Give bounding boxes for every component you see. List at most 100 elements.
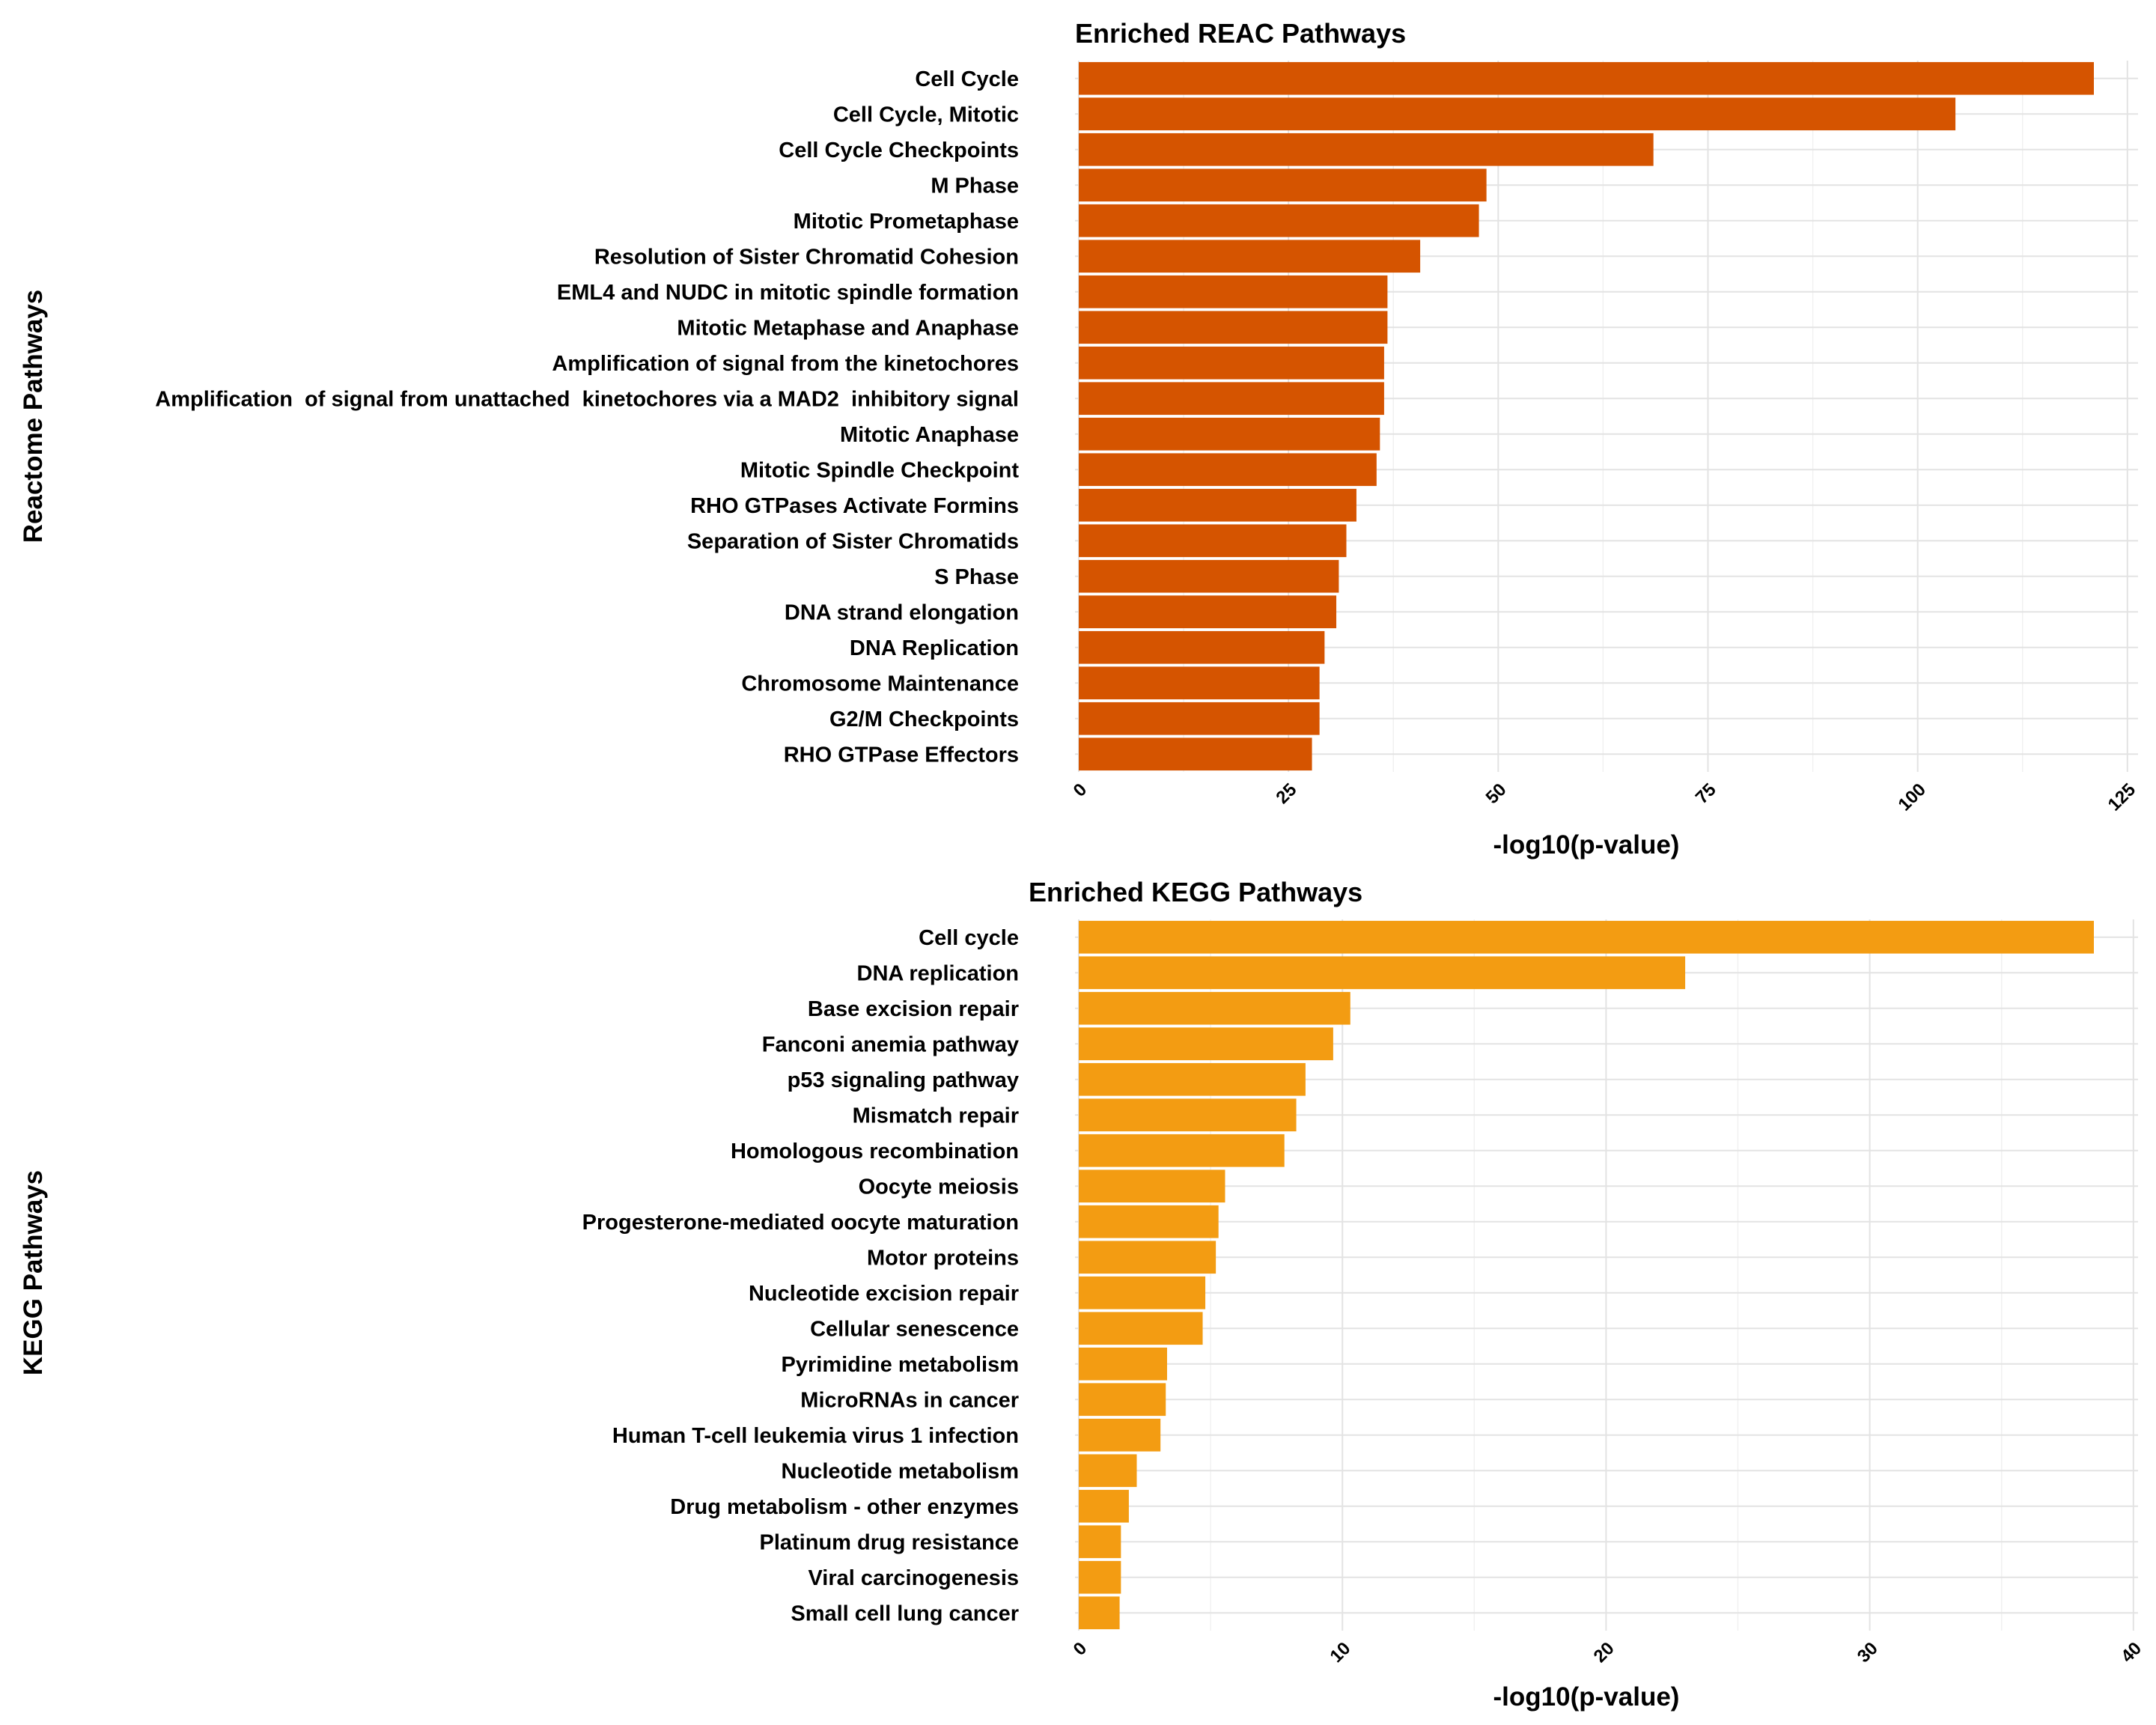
reactome-gridlines: [1075, 61, 2138, 772]
reactome-bar: [1079, 382, 1384, 416]
reactome-bar: [1079, 346, 1384, 380]
reactome-category-label: Mitotic Anaphase: [840, 423, 1019, 447]
kegg-bar: [1079, 1596, 1120, 1630]
kegg-bar: [1079, 1241, 1216, 1274]
kegg-x-tick-label: 40: [2117, 1638, 2146, 1667]
kegg-bar: [1079, 956, 1686, 990]
reactome-panel: Cell Cycle Cell Cycle, Mitotic Cell Cycle …: [19, 18, 2140, 860]
kegg-category-label: Small cell lung cancer: [791, 1601, 1019, 1625]
kegg-category-label: Viral carcinogenesis: [808, 1566, 1019, 1590]
reactome-x-tick-label: 50: [1482, 779, 1511, 808]
reactome-category-label: Chromosome Maintenance: [741, 672, 1019, 696]
kegg-category-label: Oocyte meiosis: [859, 1175, 1019, 1199]
reactome-x-tick-label: 125: [2104, 779, 2140, 815]
kegg-bar: [1079, 1489, 1129, 1523]
reactome-x-axis-title: -log10(p-value): [1493, 830, 1680, 860]
kegg-x-tick-label: 0: [1070, 1638, 1091, 1660]
kegg-panel: Cell cycle DNA replication Base excision r…: [19, 877, 2146, 1712]
reactome-x-tick-labels: 0 25 50 75 100 125: [1070, 779, 2140, 815]
kegg-bar: [1079, 1560, 1121, 1594]
kegg-bar: [1079, 1098, 1297, 1132]
kegg-category-label: p53 signaling pathway: [788, 1068, 1019, 1092]
kegg-bar: [1079, 1169, 1225, 1203]
reactome-x-tick-label: 25: [1272, 779, 1300, 808]
reactome-category-label: DNA strand elongation: [785, 600, 1019, 624]
reactome-bar: [1079, 702, 1320, 735]
kegg-category-label: MicroRNAs in cancer: [800, 1388, 1019, 1412]
reactome-bar: [1079, 204, 1479, 237]
kegg-bar: [1079, 1027, 1333, 1061]
kegg-bars: [1079, 920, 2094, 1630]
reactome-bar: [1079, 453, 1377, 487]
reactome-bar: [1079, 97, 1956, 131]
reactome-bar: [1079, 168, 1487, 202]
reactome-bar: [1079, 666, 1320, 700]
kegg-category-label: DNA replication: [857, 961, 1019, 985]
reactome-bar: [1079, 737, 1312, 771]
kegg-category-label: Nucleotide metabolism: [782, 1459, 1019, 1483]
reactome-bar: [1079, 240, 1421, 273]
reactome-category-label: Cell Cycle: [915, 67, 1019, 91]
reactome-bar: [1079, 559, 1339, 593]
kegg-category-label: Motor proteins: [867, 1246, 1019, 1270]
kegg-bar: [1079, 1383, 1166, 1417]
kegg-x-tick-label: 20: [1590, 1638, 1618, 1667]
kegg-bar: [1079, 1347, 1167, 1381]
kegg-category-label: Pyrimidine metabolism: [782, 1353, 1020, 1377]
reactome-category-label: Separation of Sister Chromatids: [687, 529, 1019, 553]
reactome-category-label: S Phase: [934, 565, 1019, 589]
kegg-category-label: Fanconi anemia pathway: [762, 1032, 1019, 1056]
reactome-bar: [1079, 311, 1388, 344]
reactome-category-label: Mitotic Spindle Checkpoint: [740, 458, 1020, 482]
kegg-category-label: Cell cycle: [919, 926, 1019, 950]
kegg-category-label: Cellular senescence: [810, 1317, 1019, 1341]
reactome-bar: [1079, 133, 1654, 166]
reactome-category-label: Cell Cycle Checkpoints: [779, 139, 1019, 162]
kegg-category-label: Progesterone-mediated oocyte maturation: [582, 1211, 1019, 1235]
reactome-category-label: DNA Replication: [850, 636, 1019, 660]
reactome-bar: [1079, 630, 1325, 664]
reactome-category-label: Cell Cycle, Mitotic: [833, 103, 1019, 127]
kegg-category-label: Drug metabolism - other enzymes: [670, 1495, 1019, 1519]
reactome-bar: [1079, 524, 1347, 558]
reactome-category-labels: Cell Cycle Cell Cycle, Mitotic Cell Cycle …: [155, 67, 1019, 767]
reactome-y-axis-title: Reactome Pathways: [19, 290, 48, 543]
kegg-category-label: Platinum drug resistance: [760, 1530, 1020, 1554]
kegg-x-tick-label: 30: [1854, 1638, 1882, 1667]
kegg-bar: [1079, 1062, 1306, 1096]
reactome-x-tick-label: 100: [1894, 779, 1929, 815]
kegg-bar: [1079, 991, 1350, 1025]
reactome-category-label: EML4 and NUDC in mitotic spindle formati…: [557, 281, 1019, 305]
reactome-category-label: G2/M Checkpoints: [829, 708, 1019, 731]
kegg-bar: [1079, 1134, 1285, 1167]
kegg-bar: [1079, 1312, 1203, 1345]
kegg-category-label: Homologous recombination: [731, 1140, 1019, 1163]
reactome-bar: [1079, 488, 1356, 522]
reactome-category-label: Amplification of signal from unattached …: [155, 387, 1019, 411]
reactome-category-label: Resolution of Sister Chromatid Cohesion: [594, 245, 1019, 269]
reactome-x-tick-label: 0: [1070, 779, 1091, 801]
reactome-category-label: Mitotic Prometaphase: [794, 210, 1019, 234]
reactome-bar: [1079, 61, 2094, 95]
kegg-bar: [1079, 1276, 1206, 1309]
kegg-bar: [1079, 1525, 1121, 1559]
reactome-category-label: M Phase: [931, 174, 1019, 198]
kegg-category-label: Human T-cell leukemia virus 1 infection: [612, 1424, 1019, 1448]
kegg-bar: [1079, 920, 2094, 954]
kegg-gridlines: [1075, 919, 2138, 1631]
kegg-category-label: Nucleotide excision repair: [749, 1282, 1019, 1306]
kegg-category-label: Mismatch repair: [853, 1104, 1019, 1128]
kegg-x-axis-title: -log10(p-value): [1493, 1682, 1680, 1712]
reactome-bar: [1079, 417, 1380, 451]
reactome-category-label: RHO GTPase Effectors: [784, 743, 1019, 767]
kegg-category-labels: Cell cycle DNA replication Base excision r…: [582, 926, 1019, 1626]
reactome-category-label: Mitotic Metaphase and Anaphase: [677, 316, 1019, 340]
kegg-bar: [1079, 1205, 1219, 1238]
reactome-category-label: Amplification of signal from the kinetoc…: [552, 352, 1019, 376]
reactome-chart-title: Enriched REAC Pathways: [1075, 18, 1406, 49]
reactome-bars: [1079, 61, 2094, 771]
kegg-category-label: Base excision repair: [808, 997, 1019, 1021]
kegg-chart-title: Enriched KEGG Pathways: [1029, 877, 1362, 907]
kegg-bar: [1079, 1418, 1161, 1452]
